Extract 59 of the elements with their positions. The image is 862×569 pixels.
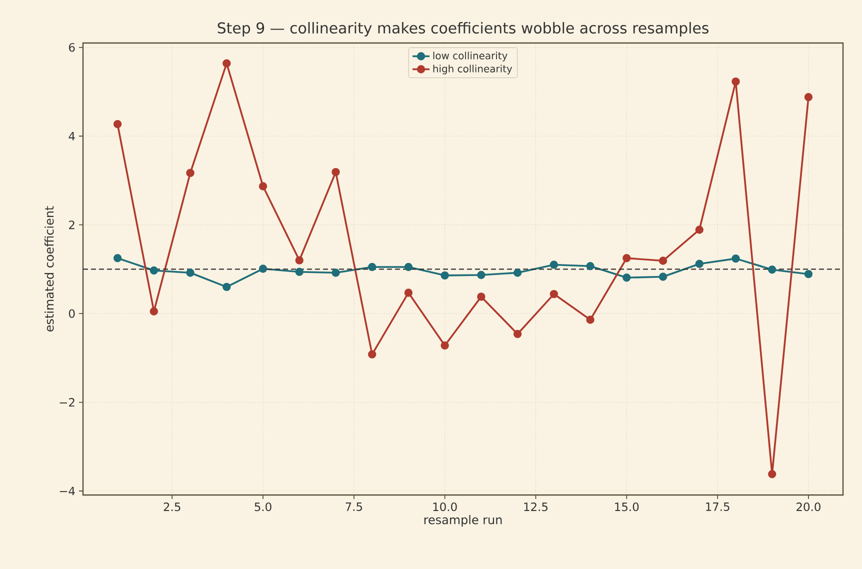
point xyxy=(440,341,449,350)
point xyxy=(295,268,304,276)
y-tick-label: 4 xyxy=(68,132,75,140)
point xyxy=(477,292,486,301)
y-tick-label: 0 xyxy=(68,309,75,318)
y-tick-label: −4 xyxy=(60,486,75,496)
point xyxy=(477,270,486,280)
point xyxy=(586,262,594,270)
point xyxy=(440,271,449,280)
point xyxy=(586,316,594,324)
point xyxy=(113,254,122,262)
x-tick-label: 5.0 xyxy=(254,502,272,512)
point xyxy=(258,264,268,273)
point xyxy=(222,59,231,68)
point xyxy=(804,93,813,102)
point xyxy=(186,168,194,178)
y-tick-label: −2 xyxy=(60,398,74,407)
point xyxy=(332,168,340,176)
legend-label: low collinearity xyxy=(433,52,508,62)
point xyxy=(368,262,376,272)
x-tick-label: 7.5 xyxy=(346,502,362,512)
point xyxy=(404,288,413,297)
point xyxy=(732,77,740,86)
point xyxy=(695,260,704,268)
point xyxy=(732,254,740,263)
x-tick-label: 10.0 xyxy=(433,502,457,512)
x-tick-label: 12.5 xyxy=(524,502,548,512)
point xyxy=(513,330,522,338)
point xyxy=(768,266,776,274)
chart-title: Step 9 — collinearity makes coefficients wobble across resamples xyxy=(218,22,708,36)
point xyxy=(332,268,340,277)
x-tick-label: 2.5 xyxy=(164,502,180,512)
point xyxy=(186,268,194,277)
point xyxy=(222,282,231,292)
point xyxy=(550,290,558,298)
legend-label: high collinearity xyxy=(433,64,512,74)
point xyxy=(658,272,668,281)
point xyxy=(658,256,668,265)
point xyxy=(695,226,704,234)
point xyxy=(113,120,122,128)
point xyxy=(295,256,304,264)
x-axis-title: resample run xyxy=(424,515,502,527)
point xyxy=(804,270,813,278)
point xyxy=(622,254,631,262)
x-tick-label: 20.0 xyxy=(796,502,820,512)
point xyxy=(513,268,522,277)
x-tick-label: 15.0 xyxy=(615,502,639,512)
point xyxy=(150,307,158,316)
point xyxy=(622,274,631,282)
point xyxy=(150,266,158,275)
point xyxy=(404,262,413,272)
point xyxy=(768,470,776,478)
x-tick-label: 17.5 xyxy=(706,502,730,512)
y-tick-label: 2 xyxy=(69,220,74,230)
y-axis-title: estimated coefficient xyxy=(44,206,54,332)
point xyxy=(258,182,268,190)
point xyxy=(550,260,558,269)
point xyxy=(368,350,376,358)
y-tick-label: 6 xyxy=(68,43,75,52)
